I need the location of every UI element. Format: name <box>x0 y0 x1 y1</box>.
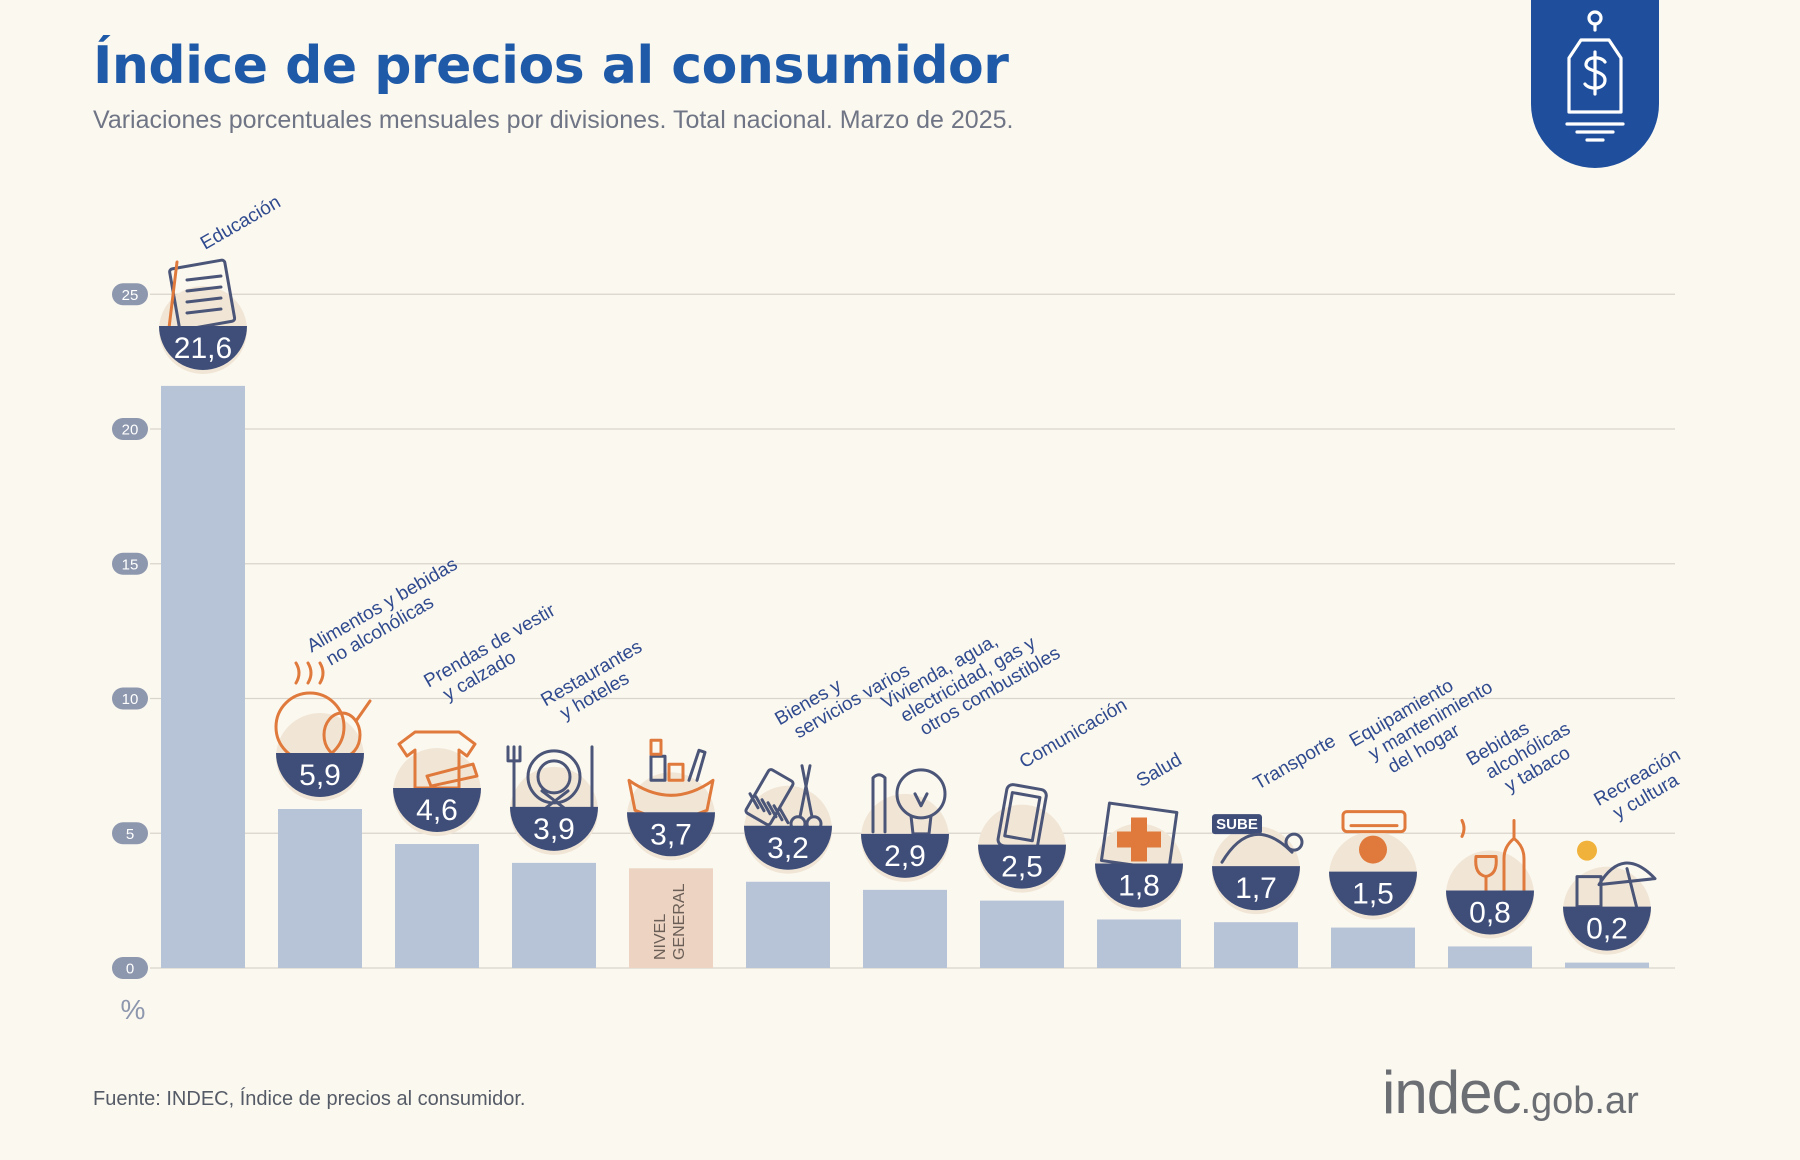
value-badge: 4,6 <box>393 730 481 837</box>
category-label: Educación <box>197 192 284 255</box>
chart-bar <box>629 868 713 968</box>
value-label: 2,5 <box>1001 851 1043 884</box>
y-tick-pill <box>112 552 148 575</box>
y-tick-pill <box>112 418 148 440</box>
value-badge-shape <box>861 833 949 878</box>
chart-bar <box>1214 922 1298 968</box>
value-label: 1,7 <box>1235 872 1277 905</box>
comb-scissors-icon <box>744 764 823 833</box>
y-tick-label: 5 <box>126 826 134 843</box>
indec-logo[interactable]: indec.gob.ar <box>1382 1058 1639 1127</box>
category-label: Recreacióny cultura <box>1591 745 1695 829</box>
chart-bar <box>746 881 830 968</box>
general-level-label: NIVEL GENERAL <box>652 883 688 960</box>
logo-text: indec <box>1382 1059 1521 1126</box>
value-label: 21,6 <box>174 332 232 365</box>
chart-bar <box>278 808 362 968</box>
value-label: 0,2 <box>1586 913 1628 946</box>
y-tick-pill <box>112 957 148 979</box>
value-badge-shape <box>510 806 598 851</box>
y-tick-pill <box>112 687 148 710</box>
y-tick-pill <box>112 283 148 306</box>
value-badge-shape <box>1563 906 1651 951</box>
value-label: 3,9 <box>533 813 575 846</box>
y-tick-label: 10 <box>122 691 139 708</box>
bars <box>161 385 1649 968</box>
category-label: Restaurantesy hoteles <box>538 636 657 729</box>
value-badge-shape <box>276 752 365 797</box>
category-label: Equipamientoy mantenimientodel hogar <box>1346 659 1507 788</box>
value-badge-shape <box>744 825 832 870</box>
page-title: Índice de precios al consumidor <box>93 36 1009 96</box>
value-badge: 2,9 <box>861 768 949 882</box>
category-label: Bebidasalcohólicasy tabaco <box>1463 700 1585 807</box>
value-badge: 0,8 <box>1446 818 1534 939</box>
value-label: 4,6 <box>416 794 458 827</box>
value-label: 5,9 <box>299 759 341 792</box>
chart-bar <box>512 862 596 968</box>
chart-bar <box>863 889 947 968</box>
y-axis-unit: % <box>121 994 146 1025</box>
value-label: 3,7 <box>650 818 692 851</box>
value-badge: 21,6 <box>159 258 247 374</box>
value-badge: 3,2 <box>744 764 832 874</box>
sube-card-text: SUBE <box>1216 816 1258 833</box>
y-tick-label: 0 <box>126 961 134 978</box>
value-badge-shape <box>1212 866 1300 911</box>
value-badge: 0,2 <box>1563 840 1657 955</box>
value-badge-shape <box>1329 871 1417 916</box>
value-badge-shape <box>393 788 481 833</box>
chart-bar <box>161 385 245 968</box>
fan-disc <box>1359 835 1387 864</box>
category-label: Transporte <box>1250 731 1339 795</box>
air-conditioner-icon <box>1341 810 1407 864</box>
sun-shape <box>1577 840 1597 861</box>
beach-umbrella-icon <box>1575 840 1657 911</box>
value-badge-shape <box>978 844 1066 889</box>
sube-card-icon: SUBE <box>1212 814 1304 864</box>
value-badge-shape <box>159 326 247 370</box>
value-badge-shape <box>627 812 715 857</box>
chart-bar <box>980 900 1064 968</box>
value-label: 1,8 <box>1118 869 1160 902</box>
price-tag-dollar-icon <box>1565 10 1625 142</box>
value-badge-shape <box>1095 863 1183 908</box>
category-label: Alimentos y bebidasno alcohólicas <box>304 554 472 675</box>
value-badge: 2,5 <box>978 783 1066 893</box>
value-label: 2,9 <box>884 840 926 873</box>
value-badge: 3,9 <box>506 745 598 855</box>
value-badge: 1,8 <box>1095 801 1183 912</box>
value-label: 1,5 <box>1352 878 1394 911</box>
chart-bar <box>1331 927 1415 968</box>
cutlery-icon <box>506 745 594 813</box>
chart-bar <box>395 844 479 968</box>
value-badge-shape <box>1446 890 1534 935</box>
chart-bar <box>1565 962 1649 968</box>
y-tick-label: 15 <box>122 556 139 573</box>
chart-bar <box>1097 919 1181 968</box>
chart-bar <box>1448 946 1532 968</box>
value-badges: 21,6 5,9 4,6 3,9 3,7 3,2 2,9 2,5 1,8 SUBE 1,7 1,5 0,… <box>159 258 1657 955</box>
page-subtitle: Variaciones porcentuales mensuales por d… <box>93 106 1014 134</box>
category-label: Comunicación <box>1016 695 1131 773</box>
y-tick-pill <box>112 822 148 845</box>
y-axis: 0 5 10 15 20 25% <box>112 283 148 1025</box>
price-tag-badge <box>1531 0 1659 168</box>
category-label: Salud <box>1133 749 1186 791</box>
cross-shape <box>1117 817 1161 862</box>
source-note: Fuente: INDEC, Índice de precios al cons… <box>93 1088 526 1110</box>
y-tick-label: 20 <box>122 422 139 439</box>
notebook-icon <box>167 258 237 332</box>
value-badge: 1,5 <box>1329 810 1417 920</box>
value-label: 0,8 <box>1469 896 1511 929</box>
y-tick-label: 25 <box>122 287 139 304</box>
value-badge: 3,7 <box>627 738 715 861</box>
value-badge: 5,9 <box>274 661 372 801</box>
value-badge: SUBE 1,7 <box>1212 814 1304 915</box>
logo-domain: .gob.ar <box>1520 1080 1639 1122</box>
value-label: 3,2 <box>767 832 809 865</box>
